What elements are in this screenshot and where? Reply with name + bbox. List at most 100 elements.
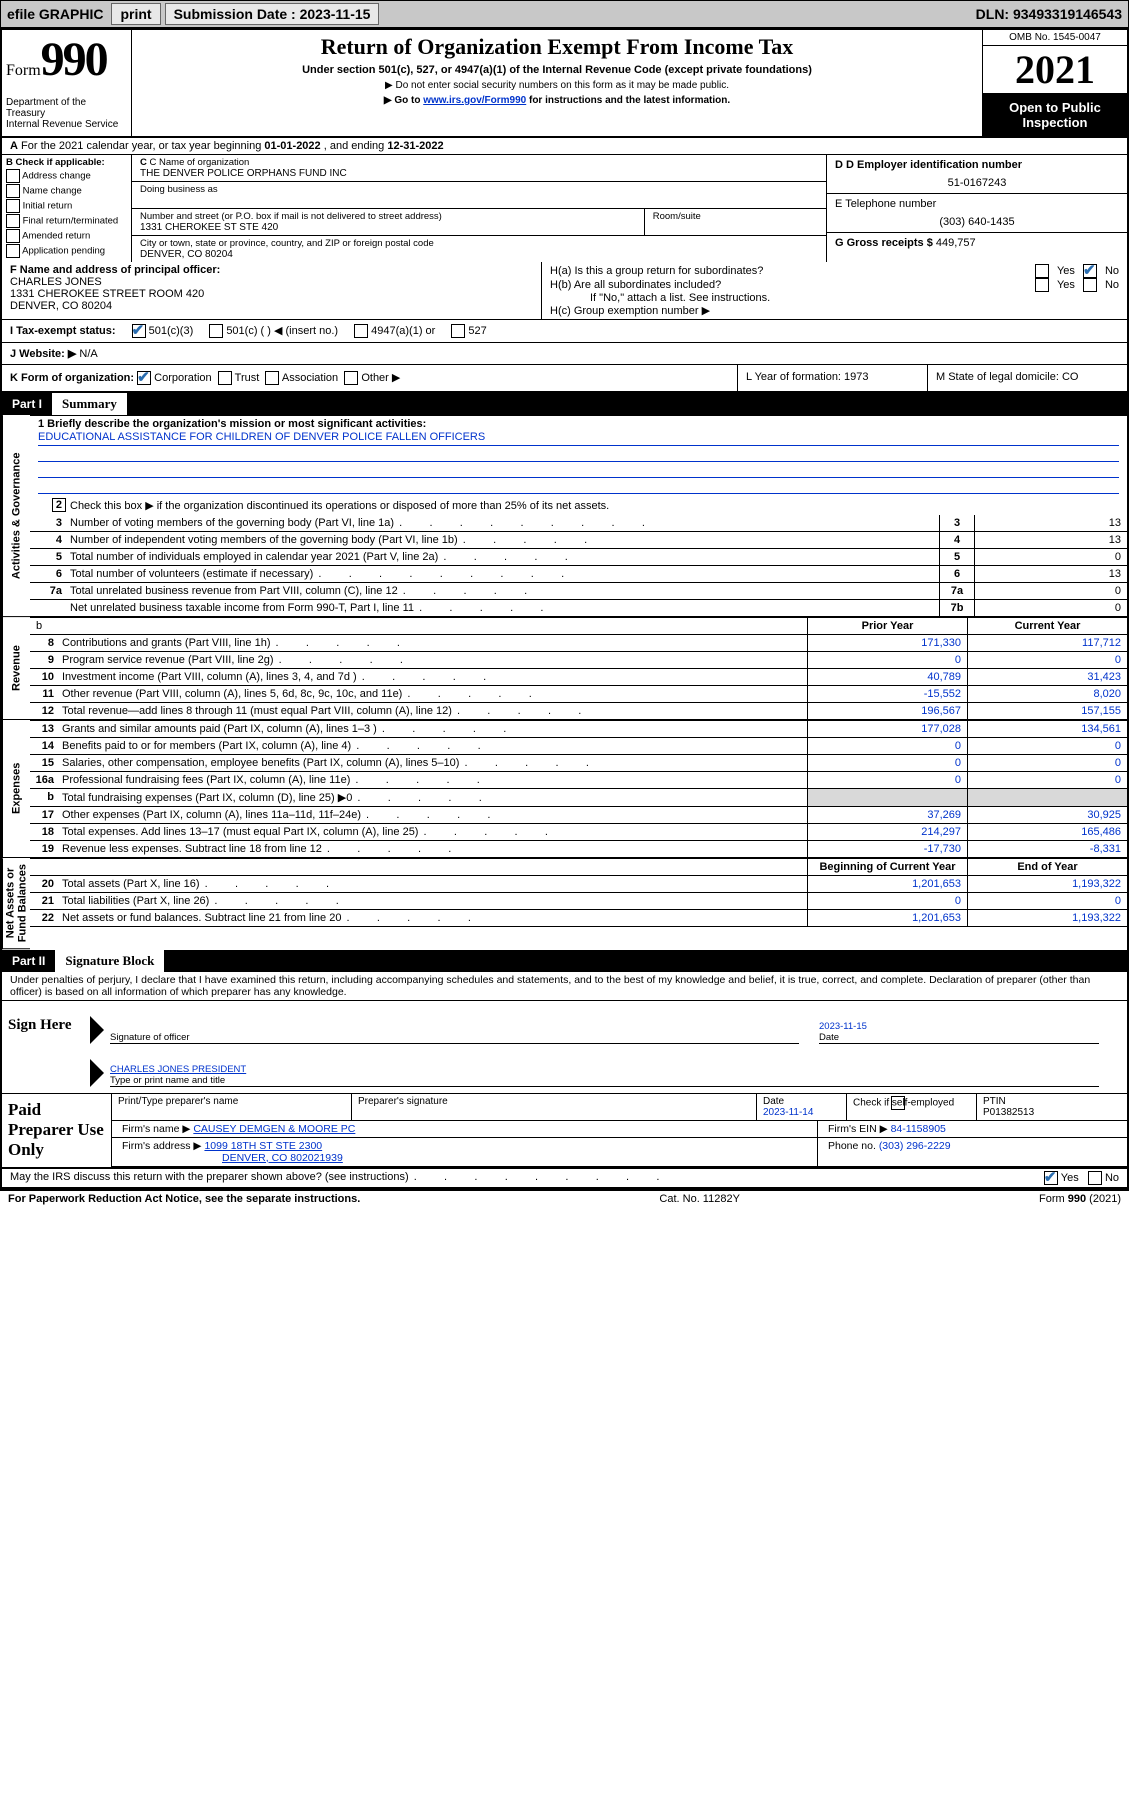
chk-527[interactable]: [451, 324, 465, 338]
sign-fields: Signature of officer 2023-11-15 Date CHA…: [82, 1001, 1127, 1093]
chk-amended[interactable]: [6, 229, 20, 243]
net-rows: 20 Total assets (Part X, line 16) 1,201,…: [30, 876, 1127, 927]
f-addr1: 1331 CHEROKEE STREET ROOM 420: [10, 288, 204, 300]
arrow-icon: [90, 1016, 104, 1044]
line-5: 5Total number of individuals employed in…: [30, 549, 1127, 566]
prep-sig-h: Preparer's signature: [352, 1094, 757, 1121]
line-a-tax-year: A For the 2021 calendar year, or tax yea…: [2, 138, 1127, 155]
chk-501c[interactable]: [209, 324, 223, 338]
print-button[interactable]: print: [111, 3, 160, 25]
part-2-header: Part II Signature Block: [2, 950, 1127, 972]
net-body: Beginning of Current Year End of Year 20…: [30, 858, 1127, 949]
chk-assoc[interactable]: [265, 371, 279, 385]
chk-final-return[interactable]: [6, 214, 20, 228]
f-name: CHARLES JONES: [10, 276, 102, 288]
prep-date-v: 2023-11-14: [763, 1107, 813, 1118]
addr-block: Number and street (or P.O. box if mail i…: [132, 209, 826, 236]
sig-officer[interactable]: Signature of officer: [110, 1018, 799, 1044]
chk-initial-return[interactable]: [6, 199, 20, 213]
paid-label: Paid Preparer Use Only: [2, 1094, 112, 1167]
chk-501c3[interactable]: [132, 324, 146, 338]
m-domicile: M State of legal domicile: CO: [927, 365, 1127, 391]
k-form-org: K Form of organization: Corporation Trus…: [2, 365, 737, 391]
l7a-val: 0: [974, 583, 1127, 599]
ha-no[interactable]: [1083, 264, 1097, 278]
city-label: City or town, state or province, country…: [140, 238, 434, 249]
opt-final-return: Final return/terminated: [23, 216, 119, 227]
f-addr2: DENVER, CO 80204: [10, 300, 112, 312]
discuss-no[interactable]: [1088, 1171, 1102, 1185]
firm-addr2: DENVER, CO 802021939: [122, 1152, 343, 1164]
chk-name-change[interactable]: [6, 184, 20, 198]
sig-date-val: 2023-11-15: [819, 1021, 867, 1032]
sign-here-block: Sign Here Signature of officer 2023-11-1…: [2, 1001, 1127, 1094]
i-label: I Tax-exempt status:: [10, 325, 116, 337]
firm-phone: (303) 296-2229: [879, 1140, 951, 1152]
chk-selfemp[interactable]: [891, 1096, 905, 1110]
chk-other[interactable]: [344, 371, 358, 385]
no-label2: No: [1105, 279, 1119, 291]
goto-post: for instructions and the latest informat…: [526, 95, 730, 106]
dba-block: Doing business as: [132, 182, 826, 209]
footer-left: For Paperwork Reduction Act Notice, see …: [8, 1193, 360, 1205]
activities-governance: Activities & Governance 1 Briefly descri…: [2, 415, 1127, 617]
expenses-section: Expenses 13 Grants and similar amounts p…: [2, 720, 1127, 858]
chk-corp[interactable]: [137, 371, 151, 385]
firm-ein: 84-1158905: [891, 1123, 946, 1135]
fin-row-13: 13 Grants and similar amounts paid (Part…: [30, 721, 1127, 738]
city-block: City or town, state or province, country…: [132, 236, 826, 262]
form-number: Form990: [6, 32, 127, 87]
officer-name-title: CHARLES JONES PRESIDENT: [110, 1064, 246, 1075]
dln-value: 93493319146543: [1013, 6, 1122, 22]
website-value: N/A: [79, 348, 97, 360]
chk-discontinued[interactable]: [52, 498, 66, 512]
mission-block: 1 Briefly describe the organization's mi…: [30, 416, 1127, 497]
discuss-row: May the IRS discuss this return with the…: [2, 1169, 1127, 1189]
submission-date: Submission Date : 2023-11-15: [165, 3, 380, 25]
l4-val: 13: [974, 532, 1127, 548]
chk-app-pending[interactable]: [6, 244, 20, 258]
l5-val: 0: [974, 549, 1127, 565]
firm-name-row: Firm's name ▶ CAUSEY DEMGEN & MOORE PC F…: [112, 1121, 1127, 1138]
chk-address-change[interactable]: [6, 169, 20, 183]
ag-body: 1 Briefly describe the organization's mi…: [30, 415, 1127, 617]
fin-row-17: 17 Other expenses (Part IX, column (A), …: [30, 807, 1127, 824]
dln-label: DLN:: [976, 6, 1009, 22]
mission-line3: [38, 463, 1119, 478]
fin-row-12: 12 Total revenue—add lines 8 through 11 …: [30, 703, 1127, 720]
hb-no[interactable]: [1083, 278, 1097, 292]
discuss-yes[interactable]: [1044, 1171, 1058, 1185]
irs-link[interactable]: www.irs.gov/Form990: [423, 95, 526, 106]
fin-row-18: 18 Total expenses. Add lines 13–17 (must…: [30, 824, 1127, 841]
firm-addr-row: Firm's address ▶ 1099 18TH ST STE 2300 D…: [112, 1138, 1127, 1167]
principal-officer: F Name and address of principal officer:…: [2, 262, 542, 319]
opt-527: 527: [468, 325, 486, 337]
h-a: H(a) Is this a group return for subordin…: [550, 264, 1119, 278]
phone-block: E Telephone number (303) 640-1435: [827, 194, 1127, 233]
city-value: DENVER, CO 80204: [140, 249, 233, 260]
chk-4947[interactable]: [354, 324, 368, 338]
prep-date-l: Date: [763, 1096, 784, 1107]
ha-label: H(a) Is this a group return for subordin…: [550, 265, 1027, 277]
hb-yes[interactable]: [1035, 278, 1049, 292]
gross-value: 449,757: [936, 237, 976, 249]
fin-row-8: 8 Contributions and grants (Part VIII, l…: [30, 635, 1127, 652]
discuss-q: May the IRS discuss this return with the…: [2, 1169, 911, 1187]
efile-label: efile GRAPHIC: [1, 4, 109, 24]
chk-trust[interactable]: [218, 371, 232, 385]
j-label: J Website: ▶: [10, 348, 76, 360]
opt-amended: Amended return: [22, 231, 90, 242]
ein-value: 51-0167243: [835, 171, 1119, 189]
l-year-formation: L Year of formation: 1973: [737, 365, 927, 391]
opt-other: Other ▶: [361, 372, 400, 384]
section-f-h: F Name and address of principal officer:…: [2, 262, 1127, 320]
eoy-h: End of Year: [967, 859, 1127, 875]
paid-preparer-block: Paid Preparer Use Only Print/Type prepar…: [2, 1094, 1127, 1169]
fin-row-19: 19 Revenue less expenses. Subtract line …: [30, 841, 1127, 858]
firm-name: CAUSEY DEMGEN & MOORE PC: [193, 1123, 355, 1135]
side-ag: Activities & Governance: [2, 415, 30, 617]
e-label: E Telephone number: [835, 198, 936, 210]
form-word: Form: [6, 62, 41, 79]
ha-yes[interactable]: [1035, 264, 1049, 278]
lineA-end: 12-31-2022: [387, 140, 443, 152]
